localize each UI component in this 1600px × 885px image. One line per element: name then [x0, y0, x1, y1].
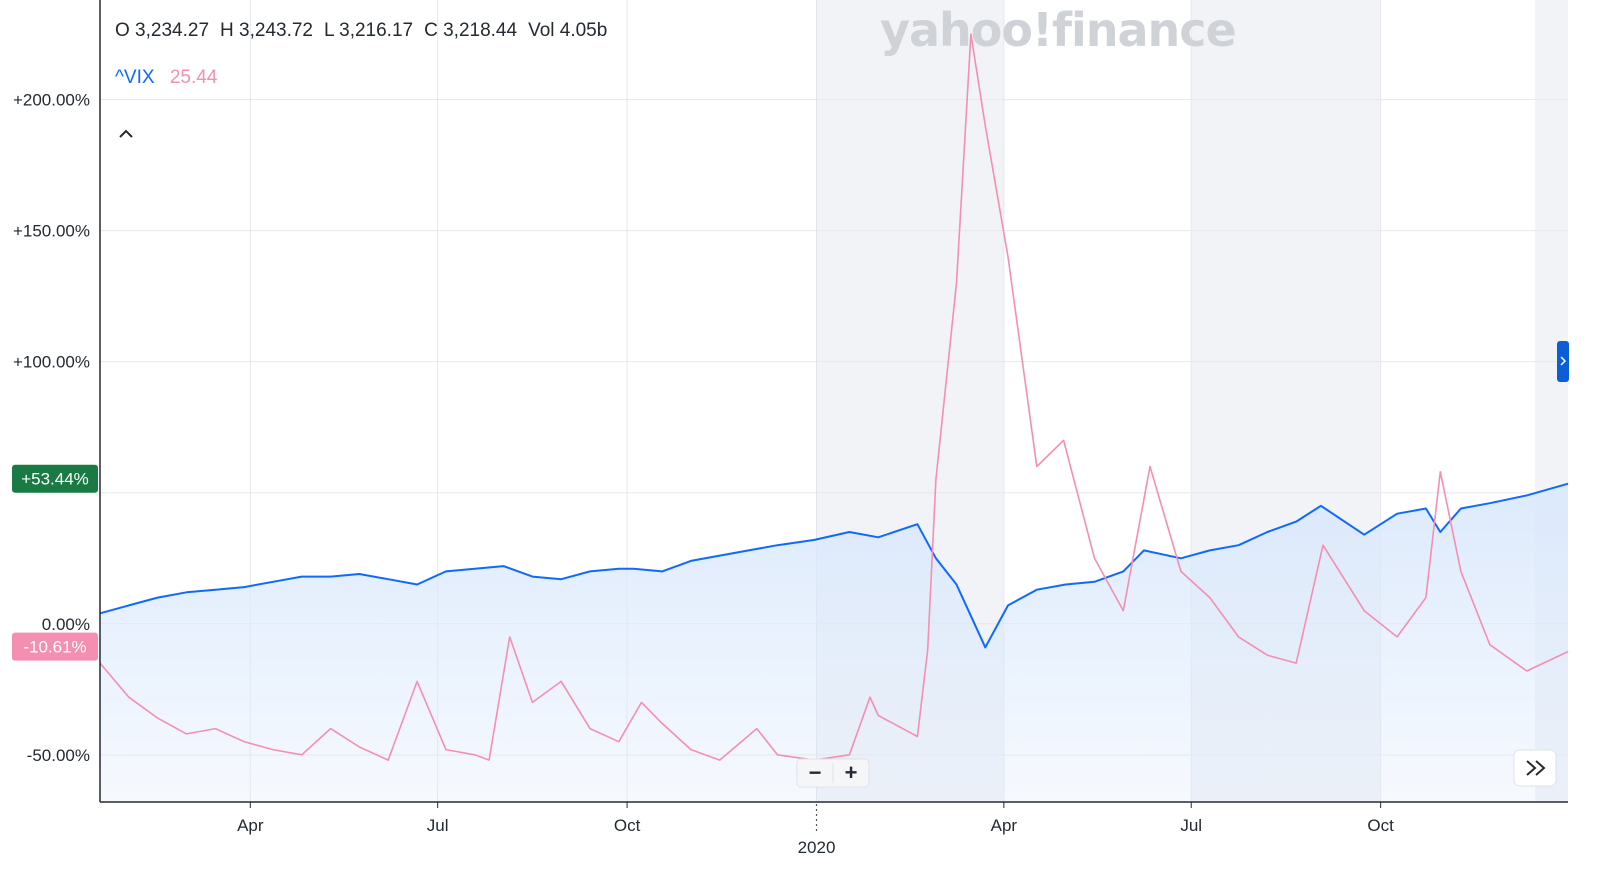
svg-text:^VIX 25.44: ^VIX 25.44	[115, 67, 218, 88]
comparison-symbol[interactable]: ^VIX	[115, 67, 155, 88]
double-chevron-right-icon	[1526, 760, 1546, 776]
y-tick-label-1: +150.00%	[13, 222, 90, 241]
collapse-button[interactable]	[119, 129, 133, 138]
y-tick-label-4: -50.00%	[27, 746, 90, 765]
ohlc-vol: Vol 4.05b	[528, 20, 607, 41]
comparison-value: 25.44	[170, 67, 218, 88]
comparison-change-badge: -10.61%	[12, 632, 98, 661]
x-tick-label-2: Oct	[614, 816, 641, 835]
zoom-out-button[interactable]: −	[809, 760, 822, 785]
ohlc-o: O 3,234.27	[115, 20, 209, 41]
ohlc-readout: O 3,234.27 H 3,243.72 L 3,216.17 C 3,218.44…	[115, 20, 607, 41]
change-badges: +53.44% -10.61%	[12, 464, 98, 661]
zoom-in-button[interactable]: +	[845, 760, 858, 785]
x-tick-label-0: Apr	[237, 816, 264, 835]
year-label: 2020	[798, 838, 836, 857]
primary-area	[100, 483, 1568, 802]
chart-controls: − +	[796, 341, 1569, 788]
chevron-right-icon	[1560, 356, 1567, 366]
series-layer	[99, 33, 1569, 802]
chevron-up-icon	[119, 129, 133, 138]
primary-change-badge-text: +53.44%	[21, 470, 89, 489]
axes: +200.00% +150.00% +100.00% 0.00% -50.00% Apr J…	[13, 0, 1568, 857]
x-tick-label-1: Jul	[427, 816, 449, 835]
ohlc-c: C 3,218.44	[424, 20, 517, 41]
yahoo-finance-watermark: yahoo!finance	[880, 3, 1236, 57]
x-tick-label-4: Jul	[1180, 816, 1202, 835]
ohlc-h: H 3,243.72	[220, 20, 313, 41]
comparison-line	[99, 33, 1569, 761]
y-tick-label-2: +100.00%	[13, 353, 90, 372]
ohlc-l: L 3,216.17	[324, 20, 413, 41]
x-tick-label-3: Apr	[991, 816, 1018, 835]
primary-change-badge: +53.44%	[12, 464, 98, 493]
legend-header: O 3,234.27 H 3,243.72 L 3,216.17 C 3,218.44…	[115, 20, 607, 138]
y-tick-label-0: +200.00%	[13, 91, 90, 110]
y-tick-label-3: 0.00%	[42, 615, 90, 634]
primary-line	[99, 482, 1569, 649]
comparison-change-badge-text: -10.61%	[23, 638, 86, 657]
scroll-right-button[interactable]	[1513, 749, 1557, 787]
side-panel-handle[interactable]	[1557, 341, 1569, 382]
x-tick-label-5: Oct	[1367, 816, 1394, 835]
